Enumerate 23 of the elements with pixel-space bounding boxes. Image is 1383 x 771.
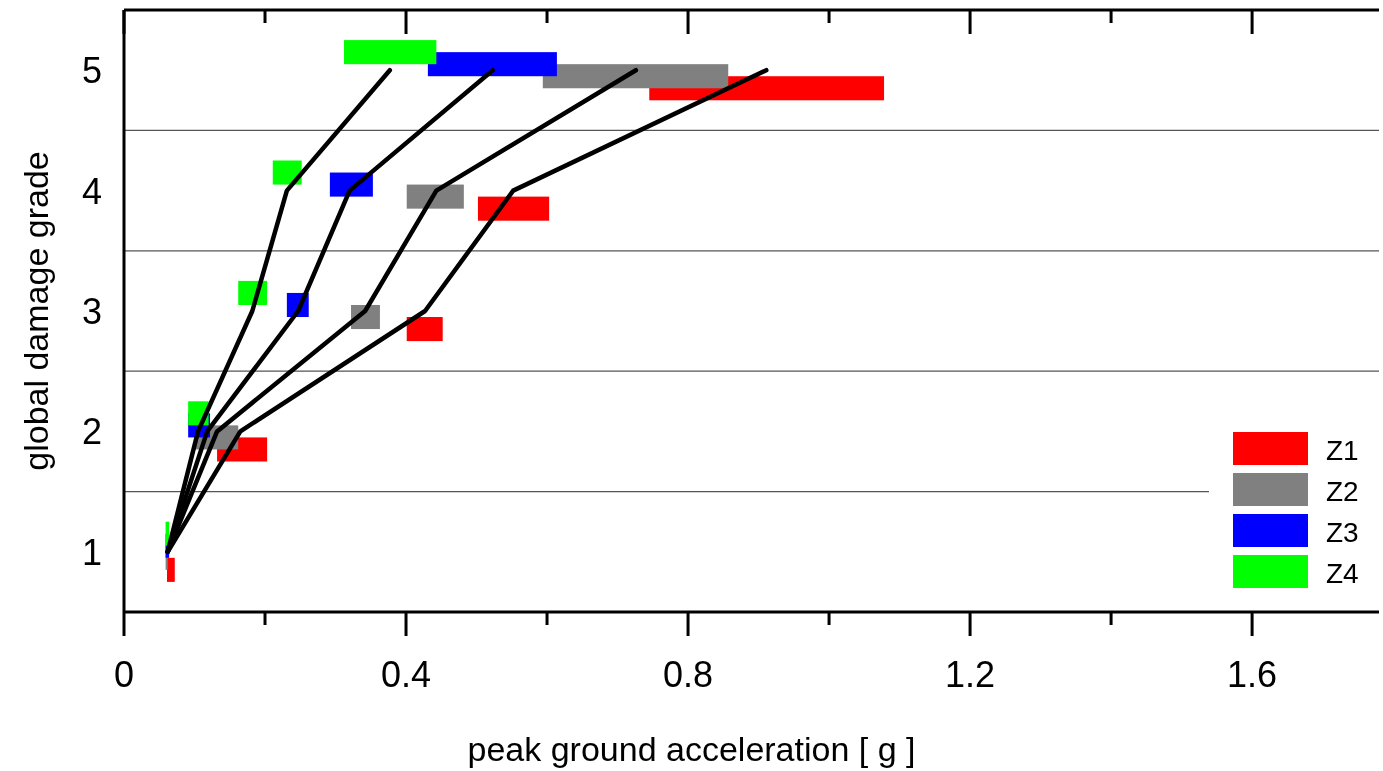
x-tick-label: 1.2 — [945, 654, 996, 695]
bar — [542, 64, 729, 89]
x-tick-label: 1.6 — [1227, 654, 1278, 695]
bar — [343, 40, 437, 65]
x-tick-label: 0.8 — [663, 654, 714, 695]
y-tick-label: 3 — [81, 291, 102, 332]
bar — [477, 196, 550, 221]
bar — [272, 160, 302, 185]
x-tick-label: 0 — [113, 654, 135, 695]
bar — [427, 52, 557, 77]
y-tick-label: 1 — [81, 531, 102, 573]
y-axis-title: global damage grade — [17, 151, 55, 471]
legend-label: Z4 — [1326, 558, 1359, 589]
legend-label: Z2 — [1326, 476, 1359, 507]
y-tick-label: 4 — [81, 170, 102, 212]
legend-label: Z1 — [1326, 435, 1359, 466]
bar — [167, 557, 175, 582]
legend-label: Z3 — [1326, 517, 1359, 548]
x-axis-title: peak ground acceleration [ g ] — [467, 730, 916, 768]
y-tick-label: 2 — [81, 411, 102, 453]
x-tick-label: 0.4 — [381, 654, 432, 695]
y-tick-label: 5 — [81, 50, 102, 92]
bar — [406, 317, 443, 342]
